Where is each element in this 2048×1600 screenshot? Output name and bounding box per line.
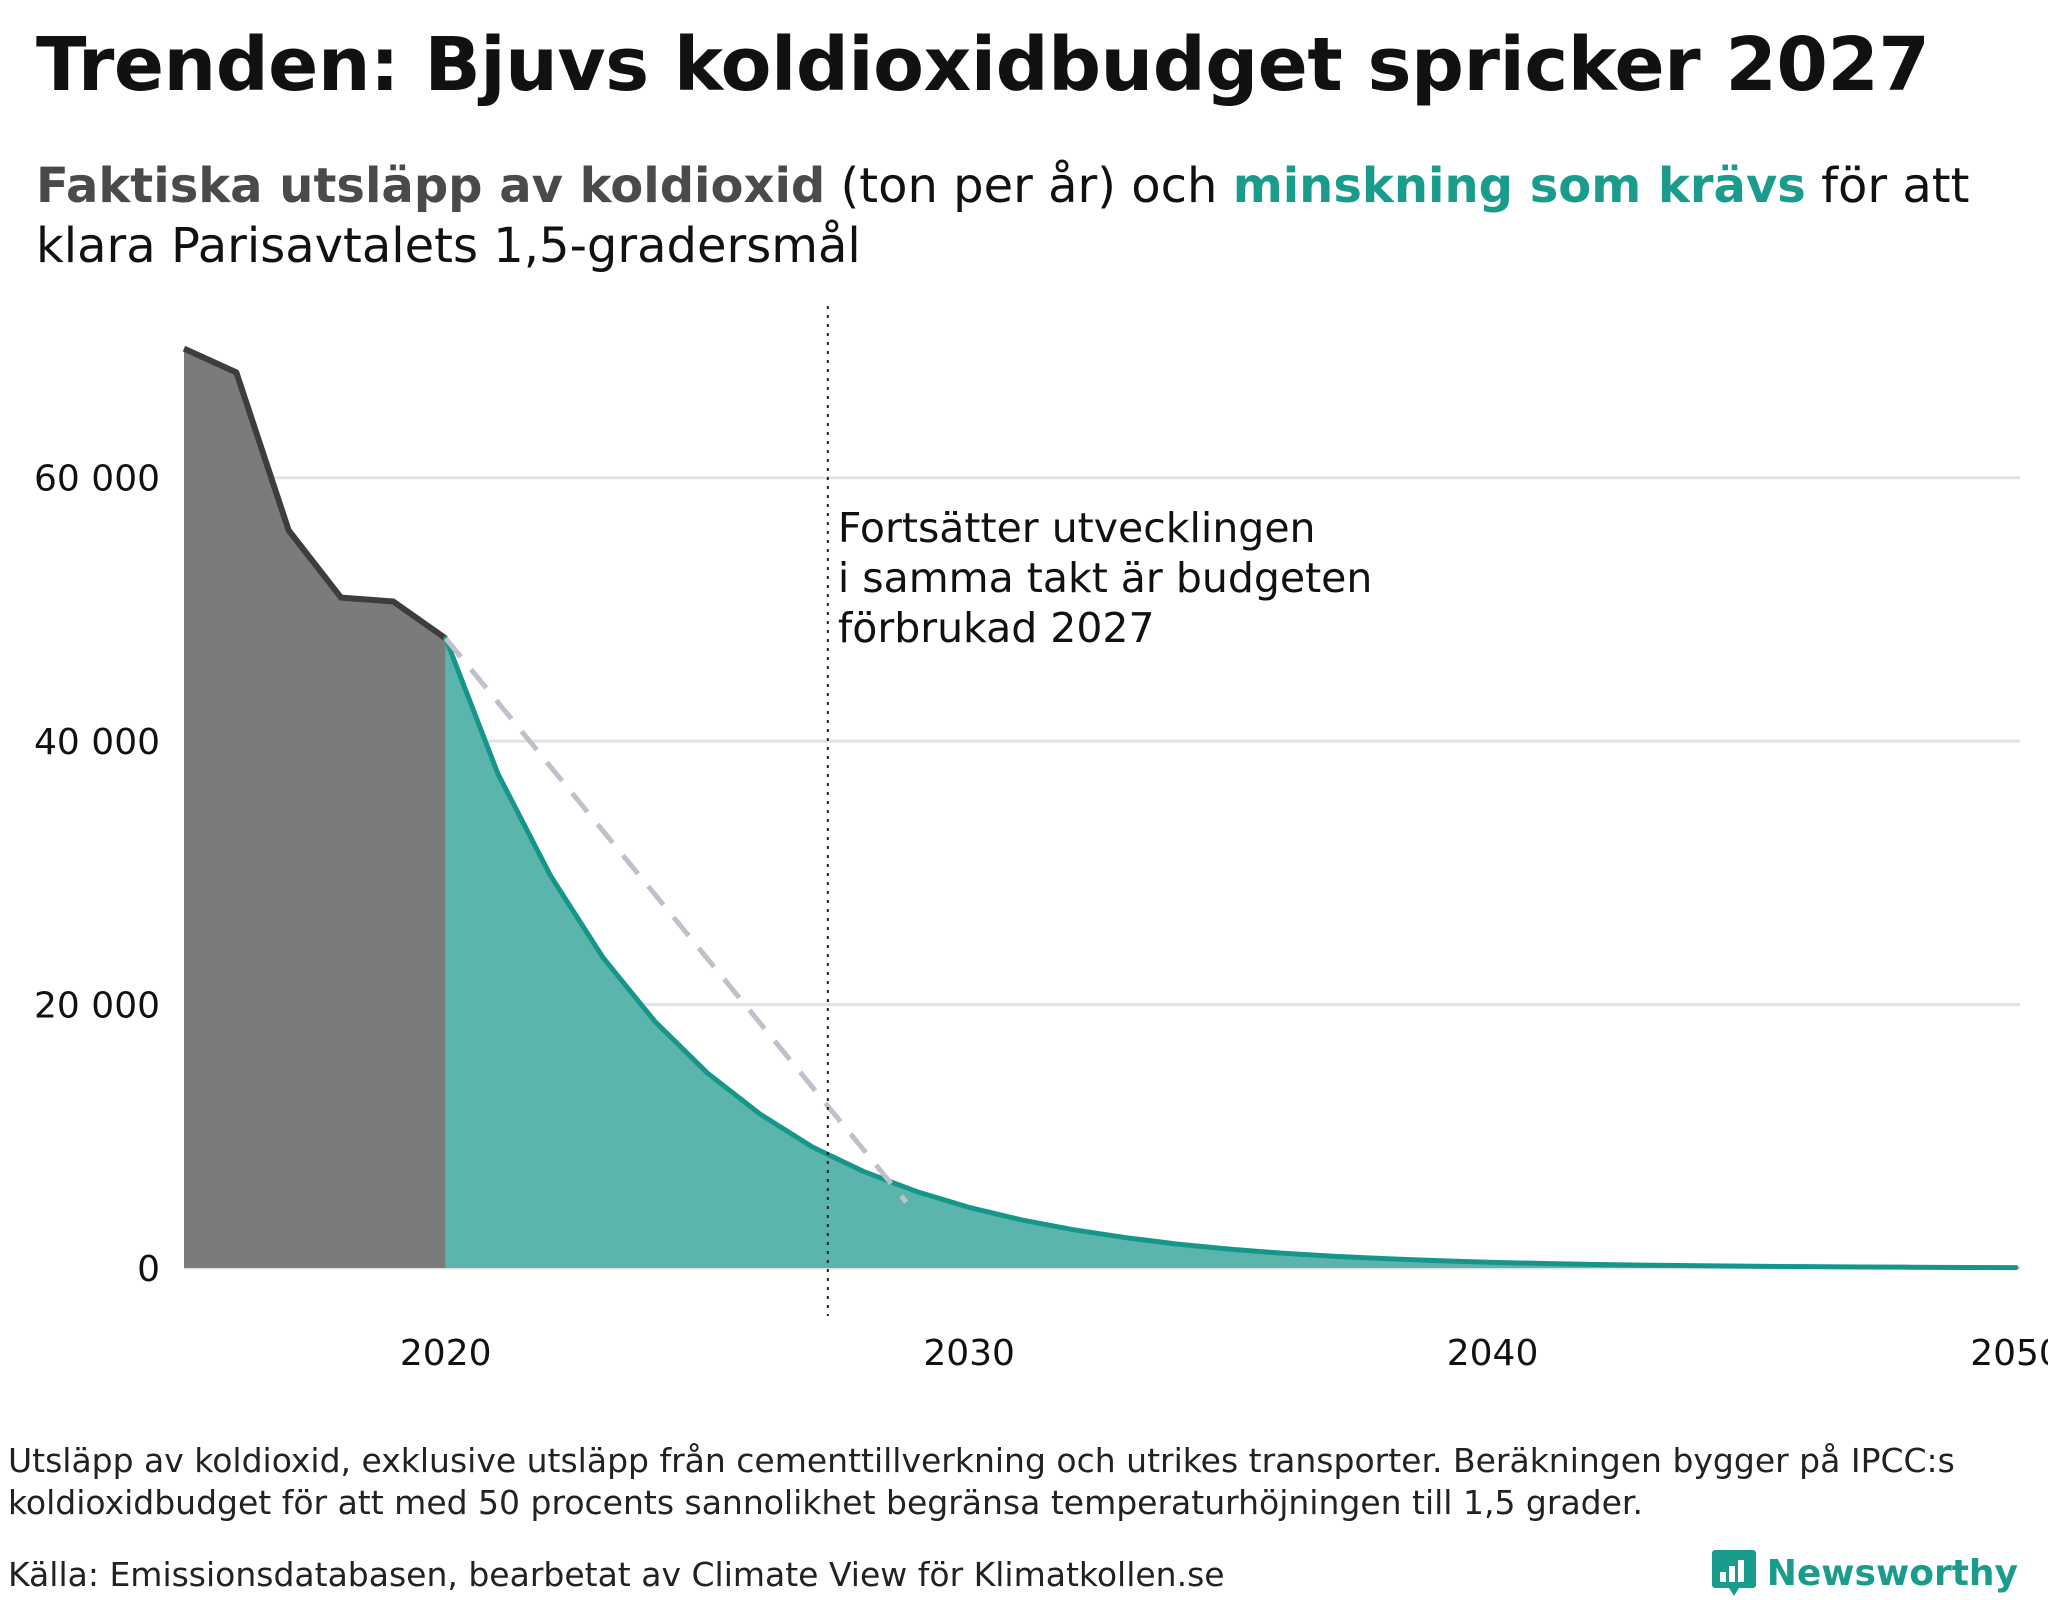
brand-name: Newsworthy (1766, 1552, 2018, 1594)
annotation-line: förbrukad 2027 (838, 604, 1155, 652)
chart-lines (182, 345, 2019, 1271)
chart-subtitle: Faktiska utsläpp av koldioxid (ton per å… (36, 156, 2026, 276)
subtitle-required-reduction: minskning som krävs (1232, 158, 1806, 214)
x-tick-label: 2030 (923, 1333, 1015, 1374)
y-tick-label: 60 000 (34, 459, 160, 500)
annotation-line: Fortsätter utvecklingen (838, 504, 1316, 552)
line-required-reduction (443, 635, 2019, 1271)
chart-title: Trenden: Bjuvs koldioxidbudget spricker … (36, 22, 1930, 108)
line-actual-emissions (182, 345, 448, 641)
annotation-line: i samma takt är budgeten (838, 554, 1373, 602)
y-tick-label: 20 000 (34, 986, 160, 1027)
chart-areas (184, 348, 2016, 1268)
footnote: Utsläpp av koldioxid, exklusive utsläpp … (8, 1441, 1955, 1522)
x-axis-labels: 2020 2030 2040 2050 (400, 1333, 2048, 1374)
y-tick-label: 40 000 (34, 722, 160, 763)
brand-logo: Newsworthy (1711, 1548, 2018, 1598)
source-credit: Källa: Emissionsdatabasen, bearbetat av … (8, 1555, 1225, 1594)
subtitle-actual-emissions: Faktiska utsläpp av koldioxid (36, 158, 826, 214)
emissions-chart: 0 20 000 40 000 60 000 2020 2030 2040 2050 For… (34, 306, 2048, 1374)
y-axis-labels: 0 20 000 40 000 60 000 (34, 459, 160, 1290)
subtitle-goal: för att klara Parisavtalets 1,5-gradersm… (36, 158, 1970, 274)
y-tick-label: 0 (137, 1249, 160, 1290)
subtitle-unit: (ton per år) och (825, 158, 1233, 214)
bar-chart-speech-bubble-icon (1711, 1550, 1756, 1596)
x-tick-label: 2020 (400, 1333, 492, 1374)
area-required-reduction (445, 638, 2016, 1268)
x-tick-label: 2050 (1970, 1333, 2048, 1374)
area-actual-emissions (184, 348, 446, 1268)
x-tick-label: 2040 (1447, 1333, 1539, 1374)
line-trend-projection (443, 636, 909, 1204)
